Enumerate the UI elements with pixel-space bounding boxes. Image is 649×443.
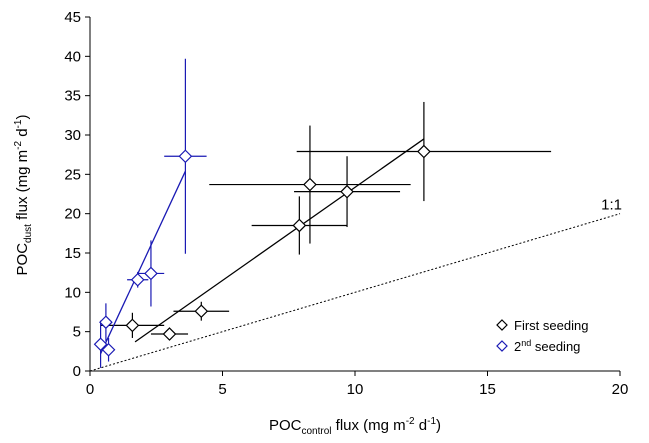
y-tick-label: 40 — [64, 48, 81, 65]
reference-line — [89, 213, 621, 372]
reference-label: 1:1 — [601, 197, 622, 214]
legend-text: 2 — [514, 339, 521, 354]
y-tick-label: 20 — [64, 206, 81, 223]
fit-line — [134, 138, 425, 343]
y-tick-label: 35 — [64, 88, 81, 105]
x-tick-label: 20 — [612, 381, 629, 398]
marker — [292, 218, 307, 233]
x-axis-label: POCcontrol flux (mg m-2 d-1) — [269, 416, 441, 437]
marker — [340, 184, 354, 199]
x-tick-label: 15 — [479, 381, 496, 398]
y-tick-label: 25 — [64, 166, 81, 183]
legend-text: First seeding — [514, 318, 588, 333]
x-tick-label: 5 — [218, 381, 226, 398]
y-tick-label: 30 — [64, 127, 81, 144]
marker — [130, 272, 145, 287]
y-tick-label: 15 — [64, 245, 81, 262]
legend-marker — [496, 340, 508, 352]
marker — [162, 327, 177, 341]
y-tick-label: 45 — [64, 9, 81, 26]
marker — [93, 337, 108, 352]
marker — [101, 342, 116, 357]
y-axis-label: POCdust flux (mg m-2 d-1) — [13, 115, 34, 276]
marker — [417, 144, 431, 159]
legend-marker — [496, 319, 508, 331]
fit-line — [100, 170, 186, 354]
legend-label: First seeding — [514, 318, 588, 333]
y-tick-label: 0 — [73, 363, 81, 380]
legend-text: seeding — [531, 339, 580, 354]
legend-label: 2nd seeding — [514, 338, 580, 354]
marker — [194, 304, 209, 319]
marker — [125, 318, 140, 333]
y-tick-label: 10 — [64, 284, 81, 301]
legend-superscript: nd — [521, 338, 531, 348]
x-tick-label: 0 — [86, 381, 94, 398]
marker — [99, 315, 113, 330]
y-tick-label: 5 — [73, 324, 81, 341]
marker — [303, 177, 317, 192]
marker — [144, 266, 158, 281]
marker — [178, 149, 193, 164]
x-tick-label: 10 — [347, 381, 364, 398]
